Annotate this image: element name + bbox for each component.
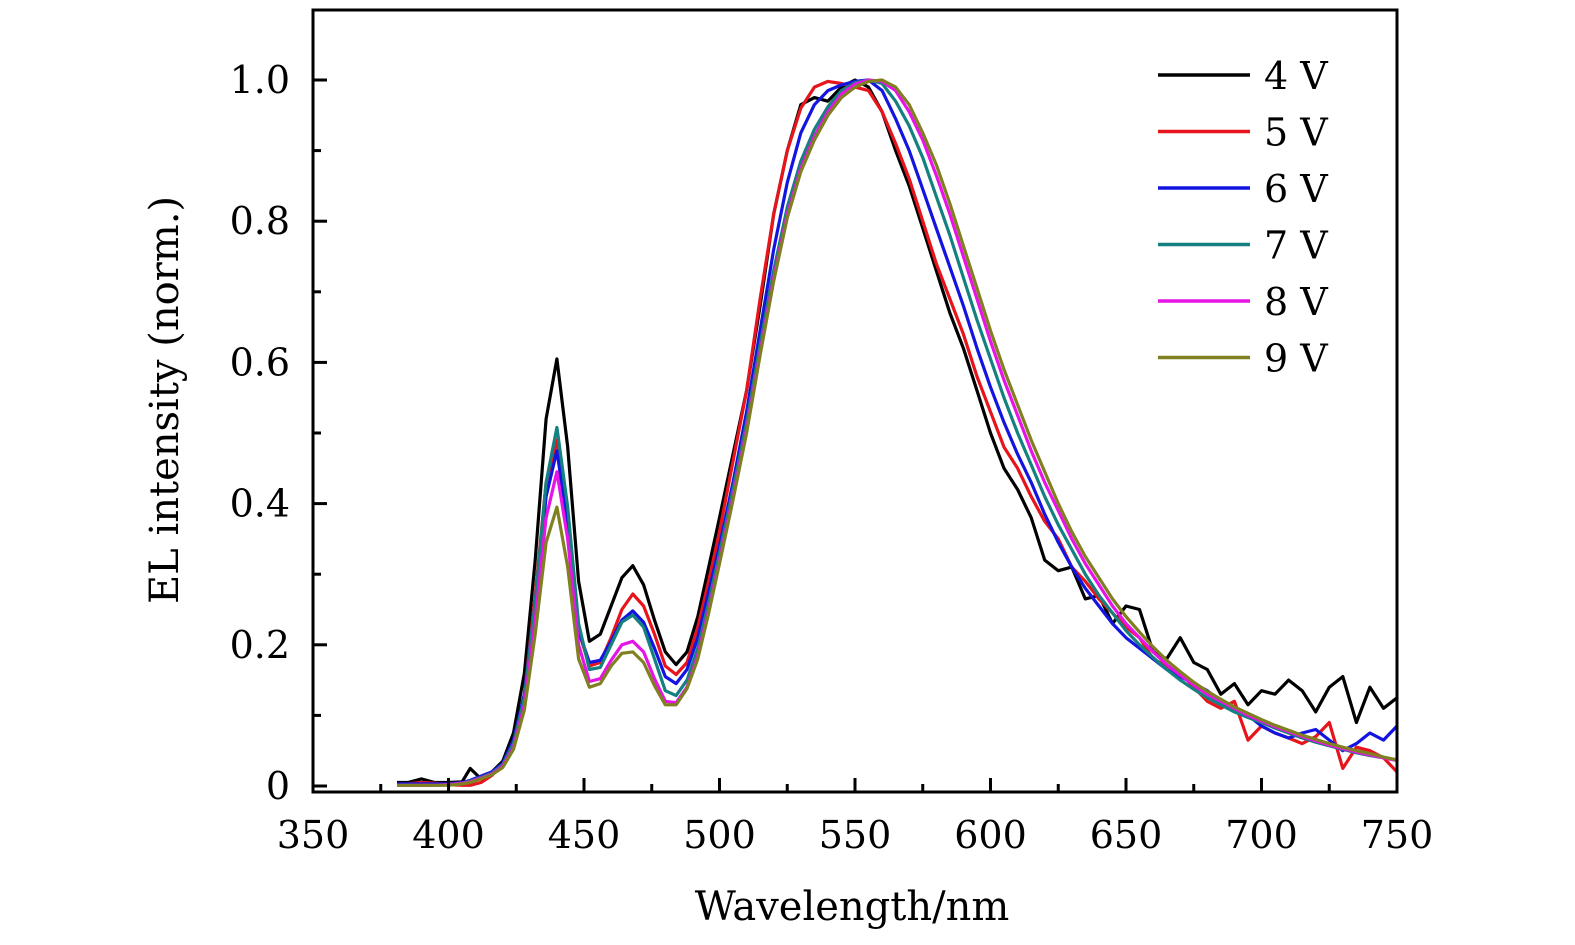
y-tick-label: 0.2: [230, 623, 290, 667]
x-tick-label: 650: [1090, 813, 1163, 857]
y-tick-label: 0: [266, 764, 290, 808]
series-line-6v: [397, 78, 1397, 786]
x-tick-label: 500: [683, 813, 756, 857]
series-line-4v: [397, 78, 1397, 785]
legend-item: 7 V: [1158, 224, 1328, 268]
y-axis-title: EL intensity (norm.): [142, 196, 188, 604]
x-axis-ticks: [311, 778, 1399, 792]
y-axis-ticks: [313, 78, 327, 788]
legend-item: 5 V: [1158, 111, 1328, 155]
x-tick-label: 450: [548, 813, 621, 857]
x-tick-label: 600: [954, 813, 1027, 857]
legend-item: 6 V: [1158, 167, 1328, 211]
series-line-8v: [397, 78, 1397, 787]
legend-label: 4 V: [1264, 54, 1328, 98]
x-tick-label: 750: [1361, 813, 1434, 857]
legend-label: 6 V: [1264, 167, 1328, 211]
y-tick-label: 1.0: [230, 58, 290, 102]
series-line-9v: [397, 78, 1397, 787]
x-tick-label: 550: [819, 813, 892, 857]
x-axis-tick-labels: 350 400 450 500 550 600 650 700 750: [277, 813, 1434, 857]
legend-label: 5 V: [1264, 111, 1328, 155]
legend-item: 9 V: [1158, 337, 1328, 381]
plot-frame: [311, 8, 1399, 794]
x-tick-label: 350: [277, 813, 350, 857]
series-line-7v: [397, 78, 1397, 787]
y-tick-label: 0.6: [230, 340, 290, 384]
y-tick-label: 0.8: [230, 199, 290, 243]
x-tick-label: 700: [1225, 813, 1298, 857]
x-tick-label: 400: [412, 813, 485, 857]
legend-item: 4 V: [1158, 54, 1328, 98]
legend: 4 V 5 V 6 V 7 V 8 V 9 V: [1158, 54, 1328, 381]
legend-label: 7 V: [1264, 224, 1328, 268]
plot-lines: [396, 78, 1397, 787]
legend-item: 8 V: [1158, 280, 1328, 324]
y-tick-label: 0.4: [230, 482, 290, 526]
y-axis-tick-labels: 0 0.2 0.4 0.6 0.8 1.0: [230, 58, 290, 808]
legend-label: 8 V: [1264, 280, 1328, 324]
legend-label: 9 V: [1264, 337, 1328, 381]
x-axis-title: Wavelength/nm: [695, 884, 1010, 930]
